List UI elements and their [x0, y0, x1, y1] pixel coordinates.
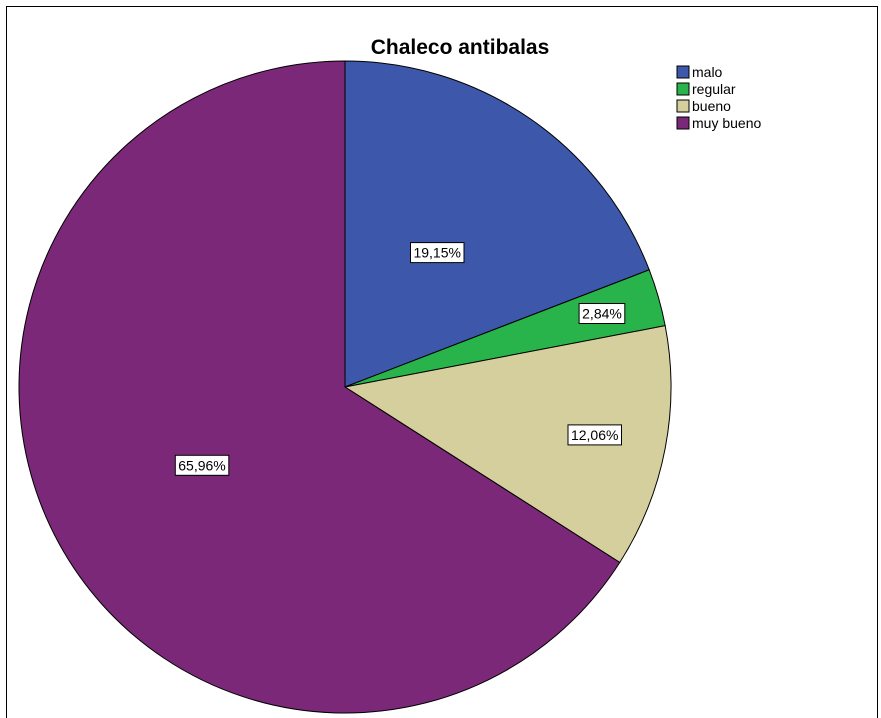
legend-label: malo: [692, 64, 723, 80]
data-label-text: 2,84%: [582, 306, 622, 322]
legend-label: bueno: [692, 98, 731, 114]
data-label-box: [174, 454, 230, 476]
data-label-muy-bueno: 65,96%: [174, 454, 230, 476]
data-label-regular: 2,84%: [578, 303, 626, 324]
data-label-box: [578, 303, 626, 324]
pie-slice-bueno: [343, 325, 672, 564]
data-labels-layer: 19,15% 2,84% 12,06% 65,96%: [174, 242, 626, 476]
legend-item-regular: regular: [676, 81, 736, 97]
data-label-box: [410, 242, 465, 264]
legend-item-bueno: bueno: [676, 98, 731, 114]
data-label-text: 12,06%: [571, 427, 618, 443]
legend-label: muy bueno: [692, 115, 761, 131]
legend-swatch: [676, 82, 690, 96]
data-label-bueno: 12,06%: [567, 424, 622, 446]
legend-swatch: [676, 65, 690, 79]
data-label-text: 19,15%: [413, 245, 460, 261]
data-label-text: 65,96%: [178, 457, 225, 473]
legend-item-muy-bueno: muy bueno: [676, 115, 761, 131]
legend-swatch: [676, 116, 690, 130]
slices-layer: [18, 60, 672, 714]
data-label-box: [567, 424, 622, 446]
pie-slice-malo: [344, 60, 650, 388]
chart-title: Chaleco antibalas: [371, 36, 550, 59]
legend-label: regular: [692, 81, 736, 97]
legend-item-malo: malo: [676, 64, 723, 80]
data-label-malo: 19,15%: [410, 242, 465, 264]
pie-slice-muy-bueno: [18, 60, 621, 714]
legend-swatch: [676, 99, 690, 113]
